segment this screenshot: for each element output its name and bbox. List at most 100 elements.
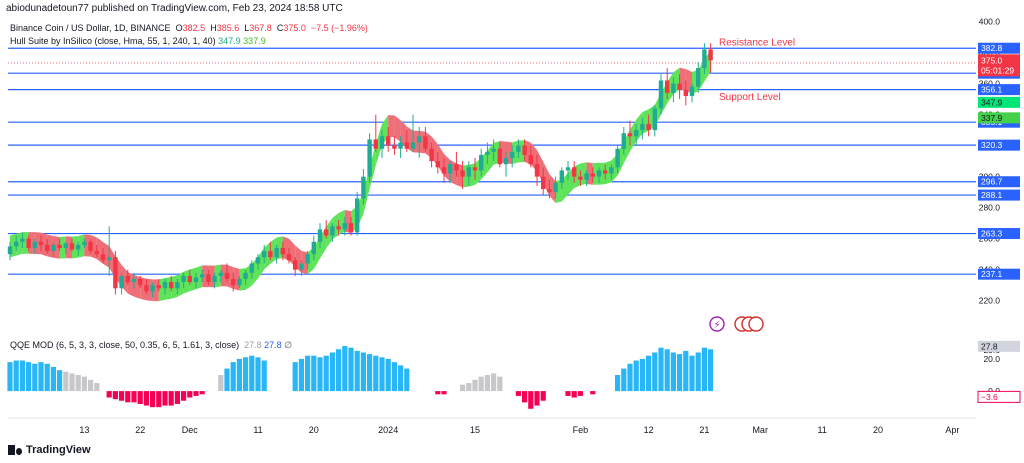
candle[interactable]	[634, 130, 639, 137]
candle[interactable]	[305, 254, 310, 264]
candle[interactable]	[491, 148, 496, 152]
candle[interactable]	[497, 148, 502, 165]
candle[interactable]	[268, 251, 273, 258]
candle[interactable]	[590, 173, 595, 177]
hull-indicator-label[interactable]: Hull Suite by InSilico (close, Hma, 55, …	[10, 36, 216, 46]
qqe-badge[interactable]	[977, 390, 1021, 403]
candle[interactable]	[274, 247, 279, 258]
tradingview-logo[interactable]: TradingView	[8, 444, 91, 456]
candle[interactable]	[541, 176, 546, 190]
candle[interactable]	[51, 244, 56, 252]
candle[interactable]	[150, 285, 155, 292]
candle[interactable]	[212, 275, 217, 283]
candle[interactable]	[683, 89, 688, 96]
candle[interactable]	[82, 241, 87, 245]
candle[interactable]	[677, 83, 682, 90]
candle[interactable]	[262, 251, 267, 258]
candle[interactable]	[348, 223, 354, 233]
candle[interactable]	[466, 167, 471, 177]
candle[interactable]	[131, 278, 137, 283]
candle[interactable]	[528, 154, 533, 165]
last-price-badge[interactable]	[978, 54, 1020, 77]
candle[interactable]	[410, 142, 416, 149]
candle[interactable]	[429, 148, 434, 162]
candle[interactable]	[330, 226, 335, 236]
candle[interactable]	[652, 108, 657, 131]
candle[interactable]	[640, 123, 645, 131]
candle[interactable]	[113, 257, 118, 289]
candle[interactable]	[584, 173, 589, 180]
candle[interactable]	[224, 272, 230, 279]
candle[interactable]	[578, 176, 583, 180]
candle[interactable]	[125, 275, 130, 283]
candle[interactable]	[181, 275, 186, 283]
price-badge[interactable]	[978, 112, 1020, 124]
price-badge[interactable]	[978, 268, 1020, 280]
candle[interactable]	[7, 246, 13, 255]
candle[interactable]	[38, 241, 44, 245]
candle[interactable]	[472, 167, 478, 171]
candle[interactable]	[187, 275, 192, 283]
candle[interactable]	[138, 278, 143, 286]
candle[interactable]	[361, 176, 366, 199]
candle[interactable]	[435, 161, 440, 168]
candle[interactable]	[671, 83, 676, 93]
candle[interactable]	[162, 282, 168, 289]
candle[interactable]	[200, 274, 205, 278]
candle[interactable]	[696, 68, 701, 87]
candle[interactable]	[553, 182, 558, 193]
price-badge[interactable]	[978, 84, 1020, 96]
candle[interactable]	[708, 49, 713, 61]
candle[interactable]	[510, 151, 515, 159]
price-badge[interactable]	[978, 96, 1020, 108]
candle[interactable]	[243, 272, 248, 279]
candle[interactable]	[69, 243, 75, 250]
candle[interactable]	[547, 189, 552, 193]
candle[interactable]	[280, 247, 285, 255]
price-badge[interactable]	[978, 176, 1020, 188]
candle[interactable]	[603, 170, 608, 174]
candle[interactable]	[559, 170, 564, 183]
candle[interactable]	[534, 164, 540, 177]
candle[interactable]	[286, 254, 292, 261]
candle[interactable]	[26, 238, 31, 248]
candle[interactable]	[14, 241, 19, 247]
candle[interactable]	[565, 167, 571, 171]
candle[interactable]	[231, 278, 236, 286]
candle[interactable]	[317, 229, 323, 242]
candle[interactable]	[454, 164, 459, 171]
candle[interactable]	[572, 167, 577, 177]
candle[interactable]	[392, 145, 397, 149]
price-badge[interactable]	[978, 228, 1020, 240]
candle[interactable]	[45, 244, 50, 252]
candle[interactable]	[702, 49, 707, 69]
candle[interactable]	[448, 164, 453, 174]
qqe-indicator-label[interactable]: QQE MOD (6, 5, 3, 3, close, 50, 0.35, 6,…	[10, 340, 240, 350]
chart-annotation[interactable]: Resistance Level	[719, 38, 795, 49]
candle[interactable]	[658, 80, 664, 109]
candle[interactable]	[293, 260, 298, 270]
candle[interactable]	[32, 241, 37, 248]
candle[interactable]	[20, 238, 25, 242]
candle[interactable]	[479, 154, 484, 171]
symbol-title[interactable]: Binance Coin / US Dollar, 1D, BINANCE	[10, 23, 171, 33]
candle[interactable]	[621, 133, 626, 149]
candle[interactable]	[615, 148, 620, 168]
candle[interactable]	[646, 123, 651, 131]
candle[interactable]	[441, 167, 447, 174]
us-flag-event-icon[interactable]	[748, 316, 764, 332]
candle[interactable]	[503, 158, 509, 165]
candle[interactable]	[336, 226, 341, 230]
candle[interactable]	[57, 244, 62, 248]
candle[interactable]	[522, 145, 527, 155]
candle[interactable]	[237, 278, 242, 286]
price-badge[interactable]	[978, 42, 1020, 54]
candle[interactable]	[596, 170, 602, 177]
candle[interactable]	[100, 254, 106, 261]
candle[interactable]	[249, 263, 254, 273]
candle[interactable]	[367, 139, 372, 177]
candle[interactable]	[206, 274, 211, 283]
candle[interactable]	[689, 86, 695, 96]
candle[interactable]	[88, 241, 93, 252]
candle[interactable]	[417, 136, 422, 143]
